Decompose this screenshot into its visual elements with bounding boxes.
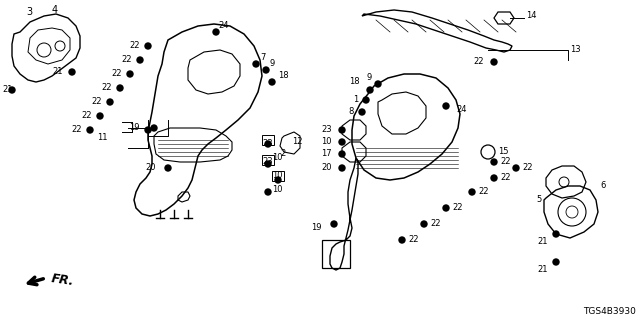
Circle shape (443, 205, 449, 211)
Text: 22: 22 (500, 173, 511, 182)
Text: 23: 23 (262, 157, 273, 166)
Circle shape (339, 139, 345, 145)
Text: 8: 8 (349, 108, 354, 116)
Circle shape (265, 189, 271, 195)
Text: 22: 22 (474, 58, 484, 67)
Circle shape (339, 127, 345, 133)
Text: 4: 4 (52, 5, 58, 15)
Circle shape (331, 221, 337, 227)
Text: 11: 11 (97, 133, 108, 142)
Text: 22: 22 (72, 125, 82, 134)
Circle shape (553, 259, 559, 265)
Circle shape (127, 71, 133, 77)
Text: 18: 18 (349, 77, 360, 86)
Circle shape (165, 165, 171, 171)
Text: 12: 12 (292, 138, 303, 147)
Circle shape (265, 161, 271, 167)
Circle shape (87, 127, 93, 133)
Circle shape (513, 165, 519, 171)
Text: 22: 22 (408, 236, 419, 244)
Text: 20: 20 (145, 164, 156, 172)
Text: 19: 19 (312, 223, 322, 233)
Text: 3: 3 (26, 7, 32, 17)
Circle shape (145, 127, 151, 133)
Text: 20: 20 (321, 164, 332, 172)
Text: 23: 23 (321, 125, 332, 134)
Circle shape (339, 165, 345, 171)
Circle shape (97, 113, 103, 119)
Text: 5: 5 (537, 196, 542, 204)
Text: 9: 9 (367, 74, 372, 83)
Circle shape (263, 67, 269, 73)
Circle shape (421, 221, 427, 227)
Circle shape (137, 57, 143, 63)
Circle shape (363, 97, 369, 103)
Circle shape (275, 177, 281, 183)
Text: 22: 22 (81, 111, 92, 121)
Text: 13: 13 (570, 45, 580, 54)
Text: 22: 22 (102, 84, 112, 92)
Text: 14: 14 (526, 12, 536, 20)
Circle shape (269, 79, 275, 85)
Text: 21: 21 (538, 237, 548, 246)
Text: 2: 2 (280, 149, 285, 158)
Circle shape (339, 151, 345, 157)
Circle shape (491, 59, 497, 65)
Circle shape (69, 69, 75, 75)
Text: 9: 9 (270, 60, 275, 68)
Text: 22: 22 (92, 98, 102, 107)
Circle shape (151, 125, 157, 131)
Text: 21: 21 (538, 266, 548, 275)
Text: 22: 22 (452, 204, 463, 212)
Text: 10: 10 (321, 138, 332, 147)
Circle shape (107, 99, 113, 105)
Circle shape (367, 87, 373, 93)
Text: 24: 24 (218, 21, 228, 30)
Text: 22: 22 (111, 69, 122, 78)
Text: 22: 22 (522, 164, 532, 172)
Text: 1: 1 (353, 95, 358, 105)
Circle shape (491, 159, 497, 165)
Text: 23: 23 (262, 139, 273, 148)
Circle shape (145, 43, 151, 49)
Text: 17: 17 (321, 149, 332, 158)
Circle shape (443, 103, 449, 109)
Circle shape (469, 189, 475, 195)
Text: 10: 10 (272, 186, 282, 195)
Text: 10: 10 (272, 171, 282, 180)
Text: 21: 21 (52, 67, 63, 76)
Text: 19: 19 (129, 124, 140, 132)
Text: TGS4B3930: TGS4B3930 (583, 307, 636, 316)
Circle shape (117, 85, 123, 91)
Text: 15: 15 (498, 148, 509, 156)
Text: 7: 7 (260, 53, 266, 62)
Circle shape (491, 175, 497, 181)
Circle shape (553, 231, 559, 237)
Text: 24: 24 (456, 106, 467, 115)
Text: 18: 18 (278, 71, 289, 81)
Text: 22: 22 (500, 157, 511, 166)
Circle shape (265, 141, 271, 147)
Text: 10: 10 (272, 154, 282, 163)
Text: 22: 22 (430, 220, 440, 228)
Circle shape (9, 87, 15, 93)
Text: 22: 22 (478, 188, 488, 196)
Text: 22: 22 (122, 55, 132, 65)
Text: 21: 21 (2, 85, 13, 94)
Circle shape (253, 61, 259, 67)
Text: FR.: FR. (50, 272, 75, 288)
Circle shape (359, 109, 365, 115)
Circle shape (375, 81, 381, 87)
Circle shape (399, 237, 405, 243)
Text: 22: 22 (129, 42, 140, 51)
Circle shape (213, 29, 219, 35)
Text: 6: 6 (600, 181, 605, 190)
